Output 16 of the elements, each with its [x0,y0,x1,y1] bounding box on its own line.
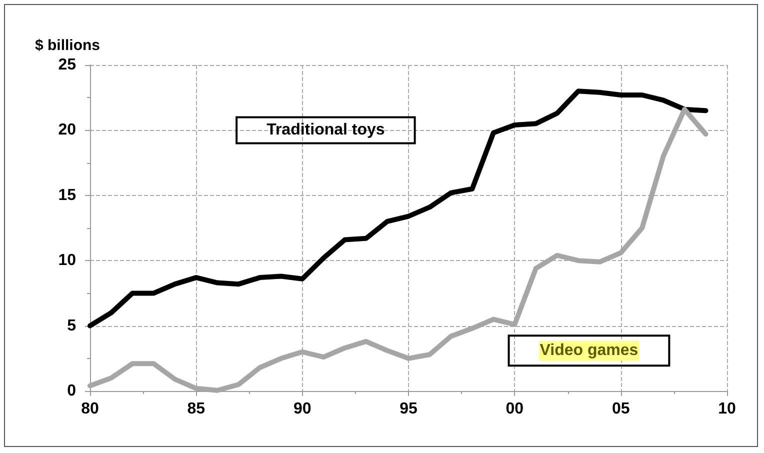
y-tick-label: 10 [58,252,76,270]
x-tick-label: 80 [81,400,99,418]
x-tick-label: 95 [400,400,418,418]
x-tick-label: 05 [612,400,630,418]
y-tick-label: 15 [58,186,76,204]
x-tick-label: 00 [506,400,524,418]
x-tick-label: 90 [293,400,312,418]
x-tick-label: 85 [187,400,206,418]
text: Traditional toys [266,122,385,139]
y-tick-label: 5 [67,317,76,334]
y-tick-label: 25 [58,56,76,74]
y-axis-title: $ billions [35,37,100,54]
x-tick-label: 10 [718,400,736,418]
y-tick-label: 0 [67,382,76,400]
y-tick-label: 20 [58,122,76,139]
series-label: Video games [540,342,638,360]
